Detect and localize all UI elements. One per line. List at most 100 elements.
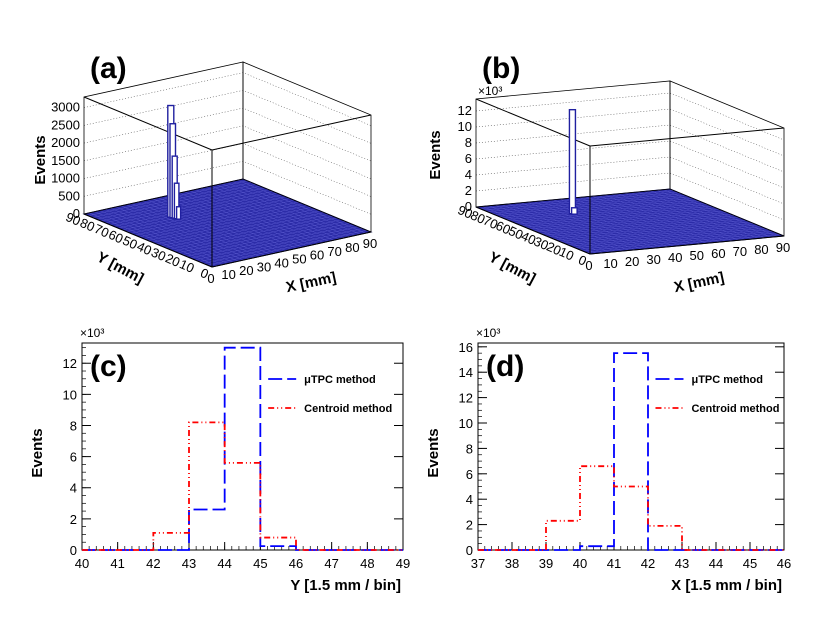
- x-tick-label: 47: [324, 556, 338, 571]
- z-tick-label: 3000: [51, 100, 80, 115]
- y-tick-label: 30: [149, 244, 168, 264]
- plot-frame: [477, 342, 785, 551]
- z-tick-label: 500: [58, 188, 80, 203]
- x-tick-label: 43: [675, 556, 689, 571]
- plot-frame: [81, 342, 404, 551]
- y-tick-label: 0: [70, 543, 77, 558]
- x-tick-label: 41: [607, 556, 621, 571]
- z-gridline: [475, 140, 785, 189]
- y-tick-label: 10: [63, 387, 77, 402]
- y-tick-label: 2: [70, 512, 77, 527]
- z-gridline: [83, 178, 372, 233]
- x-tick-label: 0: [585, 258, 592, 273]
- z-tick-label: 1500: [51, 153, 80, 168]
- x-tick-label: 80: [345, 240, 359, 255]
- lego-bottom-edge: [211, 231, 372, 268]
- x-tick-label: 80: [754, 242, 768, 257]
- floor-gridline: [487, 193, 682, 212]
- y-tick-label: 10: [459, 416, 473, 431]
- y-tick-label: 40: [135, 239, 154, 259]
- x-tick-label: 44: [709, 556, 723, 571]
- y-tick-label: 4: [70, 481, 77, 496]
- z-gridline: [475, 92, 785, 141]
- y-tick-label: 50: [506, 223, 525, 243]
- y-tick-label: 6: [70, 450, 77, 465]
- x-tick-label: 10: [603, 256, 617, 271]
- floor-gridline: [105, 187, 265, 224]
- floor-gridline: [494, 196, 690, 216]
- x-tick-label: 45: [743, 556, 757, 571]
- series-centroid-line: [478, 465, 784, 551]
- floor-gridline: [479, 190, 674, 209]
- y-tick-label: 8: [70, 418, 77, 433]
- x-tick-label: 40: [75, 556, 89, 571]
- x-tick-label: 45: [253, 556, 267, 571]
- y-tick-label: 70: [481, 213, 500, 233]
- legend-label: μTPC method: [304, 374, 376, 386]
- x-tick-label: 50: [690, 248, 704, 263]
- y-axis-title: Y [mm]: [486, 249, 539, 288]
- x-axis-title: X [mm]: [284, 269, 337, 296]
- legend-label: Centroid method: [691, 403, 779, 415]
- panel-label: (a): [90, 52, 127, 85]
- series-centroid-line: [82, 421, 403, 551]
- y-axis-title: Events: [29, 428, 46, 477]
- z-tick-label: 8: [465, 135, 472, 150]
- x-tick-label: 41: [110, 556, 124, 571]
- floor-gridline: [237, 179, 366, 234]
- x-tick-label: 70: [733, 244, 747, 259]
- x-tick-label: 30: [257, 259, 271, 274]
- x-tick-label: 42: [146, 556, 160, 571]
- x-tick-label: 48: [360, 556, 374, 571]
- z-tick-label: 12: [458, 103, 472, 118]
- legend-label: μTPC method: [691, 374, 763, 386]
- x-axis-title: X [1.5 mm / bin]: [671, 577, 782, 594]
- legend-label: Centroid method: [304, 403, 392, 415]
- y-tick-label: 12: [63, 356, 77, 371]
- y-tick-label: 30: [532, 233, 551, 253]
- x-tick-label: 40: [668, 250, 682, 265]
- floor-gridline: [644, 191, 759, 239]
- z-gridline: [83, 72, 372, 126]
- z-tick-label: 2000: [51, 135, 80, 150]
- floor-gridline: [491, 195, 686, 214]
- y-tick-label: 8: [466, 441, 473, 456]
- z-tick-label: 2: [465, 183, 472, 198]
- y-tick-label: 12: [459, 391, 473, 406]
- z-gridline: [83, 90, 372, 144]
- y-tick-label: 70: [92, 221, 111, 241]
- floor-gridline: [221, 183, 350, 237]
- z-tick-label: 0: [465, 199, 472, 214]
- y-tick-label: 50: [120, 233, 139, 253]
- z-tick-label: 2500: [51, 117, 80, 132]
- x-tick-label: 40: [573, 556, 587, 571]
- x-tick-label: 70: [327, 244, 341, 259]
- x-tick-label: 60: [310, 248, 324, 263]
- z-axis-title: Events: [427, 130, 444, 179]
- y-tick-label: 10: [557, 244, 576, 264]
- peak-bar: [570, 207, 578, 215]
- x-tick-label: 0: [207, 271, 214, 286]
- y-tick-label: 14: [459, 365, 473, 380]
- y-tick-label: 10: [177, 256, 196, 276]
- x-tick-label: 10: [221, 267, 235, 282]
- y-tick-label: 16: [459, 340, 473, 355]
- z-tick-label: 4: [465, 167, 472, 182]
- y-exponent: ×10³: [476, 326, 500, 340]
- peak-bar: [175, 206, 182, 220]
- y-exponent: ×10³: [80, 326, 104, 340]
- floor-gridline: [483, 191, 678, 211]
- z-tick-label: 1000: [51, 171, 80, 186]
- x-tick-label: 46: [777, 556, 791, 571]
- x-tick-label: 30: [646, 252, 660, 267]
- x-tick-label: 37: [471, 556, 485, 571]
- z-gridline: [83, 125, 372, 180]
- peak-bar: [568, 108, 577, 215]
- z-axis-title: Events: [32, 135, 49, 184]
- x-tick-label: 46: [289, 556, 303, 571]
- x-tick-label: 43: [182, 556, 196, 571]
